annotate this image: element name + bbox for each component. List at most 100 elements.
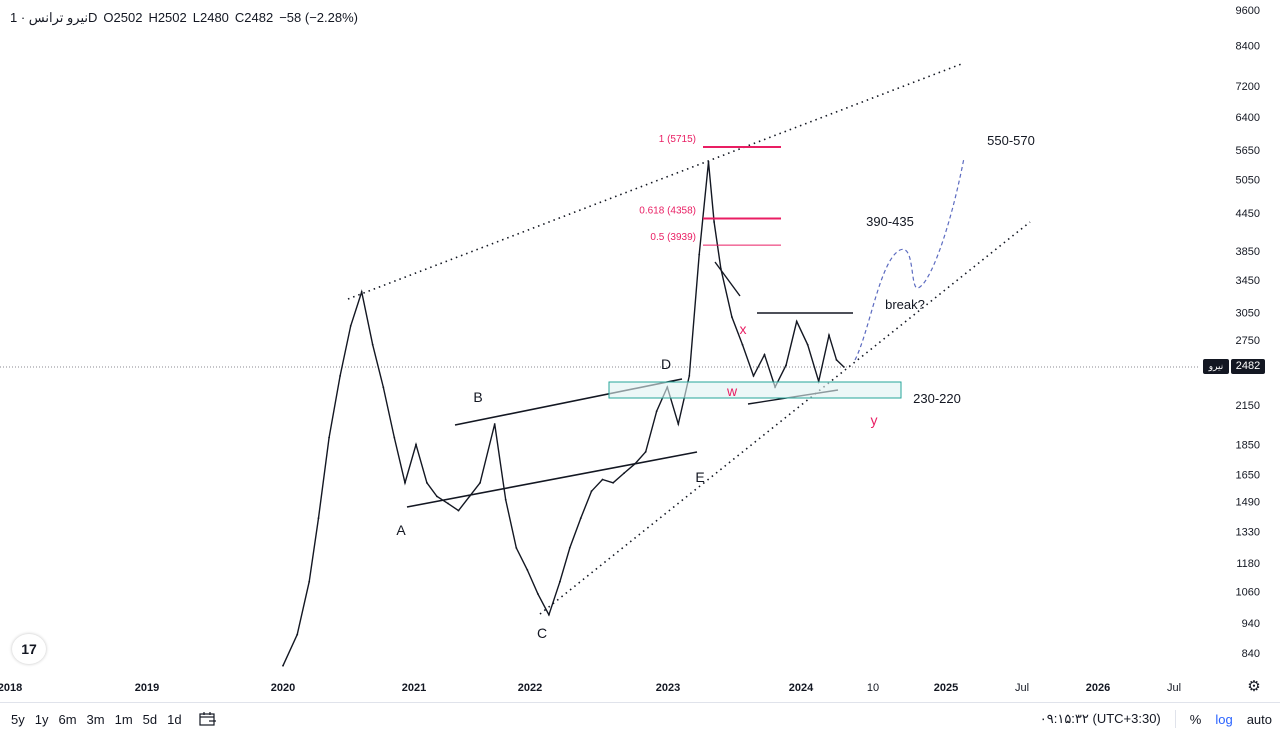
fib-level-label: 0.5 (3939) <box>650 232 696 243</box>
price-point <box>504 498 507 501</box>
price-point <box>713 221 715 223</box>
price-tick-label: 1490 <box>1236 497 1260 509</box>
fib-level-label: 1 (5715) <box>659 134 696 145</box>
price-point <box>457 509 460 512</box>
calendar-range-icon[interactable] <box>198 712 217 726</box>
wave-label-A: A <box>396 522 406 538</box>
price-tick-label: 1180 <box>1236 558 1260 570</box>
price-tick-label: 2750 <box>1236 335 1260 347</box>
price-point <box>644 450 647 453</box>
timeframe-1y[interactable]: 1y <box>34 711 49 727</box>
price-point <box>415 443 417 446</box>
timeframe-3m[interactable]: 3m <box>86 711 105 727</box>
price-point <box>479 481 481 484</box>
price-point <box>493 423 496 425</box>
gear-icon[interactable]: ⚙ <box>1247 678 1261 695</box>
price-point <box>317 517 320 519</box>
price-tick-label: 1650 <box>1236 470 1260 482</box>
timeframe-5y[interactable]: 5y <box>11 711 25 727</box>
time-tick-label: Jul <box>1015 682 1029 694</box>
price-point <box>436 495 438 498</box>
wave-label-E: E <box>695 469 704 485</box>
price-point <box>382 386 385 388</box>
price-tick-label: 6400 <box>1236 112 1260 124</box>
wave-labels-layer: A B C D Ex w y 550-570 390-435 break? 230-220 <box>396 133 1035 641</box>
time-tick-label: 2022 <box>518 682 542 694</box>
auto-scale-toggle[interactable]: auto <box>1246 711 1272 727</box>
price-tick-label: 8400 <box>1236 40 1260 52</box>
decline-line <box>714 261 741 297</box>
annotation-label: 550-570 <box>987 133 1035 148</box>
price-point <box>763 353 766 356</box>
lower-trendline <box>539 221 1031 615</box>
tradingview-logo-icon[interactable]: 17 <box>12 634 46 664</box>
price-tick-label: 4450 <box>1236 208 1260 220</box>
channel-bottom-line <box>406 451 698 508</box>
open-value: O2502 <box>103 10 143 25</box>
annotation-label: 390-435 <box>866 214 914 229</box>
percent-scale-toggle[interactable]: % <box>1189 711 1202 727</box>
price-tick-label: 3450 <box>1236 275 1260 287</box>
price-point <box>308 580 311 583</box>
time-tick-label: 2023 <box>656 682 680 694</box>
time-tick-label: 2018 <box>0 682 22 694</box>
time-tick-label: Jul <box>1167 682 1181 694</box>
annotation-label: break? <box>885 297 925 312</box>
price-chart[interactable]: 9600 8400 7200 6400 5650 5050 4450 3850 3450 3050… <box>0 0 1280 702</box>
change-value: −58 (−2.28%) <box>279 10 358 25</box>
time-axis: 2018 2019 2020 2021 2022 2023 2024 10 2025 Jul 202… <box>0 682 1181 694</box>
close-value: C2482 <box>234 10 274 25</box>
price-tick-label: 1330 <box>1236 527 1260 539</box>
symbol-legend: نیرو ترانس · 1D O2502 H2502 L2480 C2482 … <box>10 10 358 26</box>
price-point <box>590 490 593 493</box>
timeframe-5d[interactable]: 5d <box>142 711 158 727</box>
support-zone <box>608 381 902 399</box>
current-price-badge: 2482 <box>1231 359 1265 374</box>
price-point <box>741 343 744 346</box>
timeframe-6m[interactable]: 6m <box>58 711 77 727</box>
wave-label-B: B <box>473 389 482 405</box>
price-tick-label: 7200 <box>1236 81 1260 93</box>
price-axis: 9600 8400 7200 6400 5650 5050 4450 3850 3450 3050… <box>1236 5 1260 660</box>
price-tick-label: 940 <box>1242 618 1260 630</box>
time-tick-label: 2026 <box>1086 682 1110 694</box>
timeframe-1d[interactable]: 1d <box>167 711 182 727</box>
price-point <box>296 633 299 636</box>
price-tick-label: 2150 <box>1236 400 1260 412</box>
annotation-label: 230-220 <box>913 391 961 406</box>
price-point <box>282 664 284 667</box>
wave-label-C: C <box>537 625 547 641</box>
time-tick-label: 2019 <box>135 682 159 694</box>
price-point <box>655 410 658 412</box>
price-point <box>537 593 539 595</box>
price-point <box>447 502 449 505</box>
time-tick-label: 2024 <box>789 682 814 694</box>
symbol-name[interactable]: نیرو ترانس · 1D <box>10 10 98 25</box>
low-value: L2480 <box>192 10 229 25</box>
timeframe-1m[interactable]: 1m <box>114 711 133 727</box>
wave-label-x: x <box>740 321 747 337</box>
price-point <box>601 478 604 481</box>
fib-level-label: 0.618 (4358) <box>639 205 696 216</box>
clock-readout: ۰۹:۱۵:۳۲ (UTC+3:30) <box>1039 711 1161 726</box>
time-tick-label: 2021 <box>402 682 426 694</box>
price-point <box>526 569 529 571</box>
price-series-line <box>282 161 845 666</box>
price-tick-label: 5650 <box>1236 145 1260 157</box>
time-tick-label: 2025 <box>934 682 958 694</box>
upper-trendline <box>347 62 965 300</box>
price-point <box>339 375 341 377</box>
price-point <box>579 517 582 519</box>
price-tick-label: 1060 <box>1236 586 1260 598</box>
price-point <box>698 253 701 256</box>
price-point <box>731 316 733 318</box>
price-point <box>426 481 428 484</box>
price-point <box>360 291 363 293</box>
time-tick-label: 2020 <box>271 682 295 694</box>
wave-label-D: D <box>661 356 671 372</box>
price-point <box>349 325 352 327</box>
bottom-toolbar: 5y 1y 6m 3m 1m 5d 1d ۰۹:۱۵:۳۲ (UTC+3:30) % log… <box>0 702 1280 735</box>
wave-label-w: w <box>726 383 738 399</box>
log-scale-toggle[interactable]: log <box>1215 711 1233 727</box>
price-point <box>559 580 561 583</box>
